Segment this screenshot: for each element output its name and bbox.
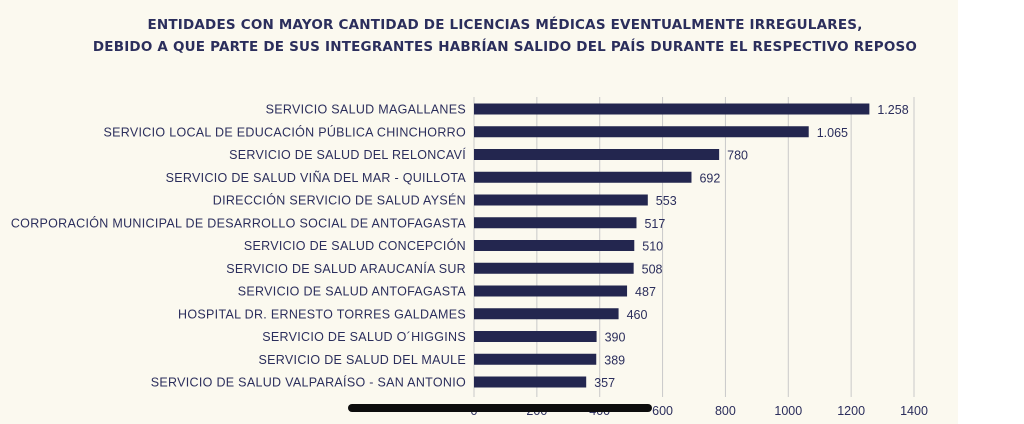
x-tick-label: 1200 — [837, 404, 865, 418]
category-label: SERVICIO SALUD MAGALLANES — [266, 103, 466, 117]
bar — [474, 262, 634, 274]
grid-lines — [473, 97, 915, 397]
value-label: 389 — [604, 353, 625, 367]
value-label: 357 — [594, 376, 615, 390]
category-label: SERVICIO DE SALUD DEL MAULE — [259, 353, 466, 367]
category-label: SERVICIO DE SALUD O´HIGGINS — [262, 330, 466, 344]
bar — [474, 353, 597, 365]
page-margin — [960, 0, 1024, 424]
bar — [474, 171, 692, 183]
bar-chart: SERVICIO SALUD MAGALLANES SERVICIO LOCAL … — [11, 97, 928, 418]
value-label: 510 — [642, 240, 663, 254]
category-label: DIRECCIÓN SERVICIO DE SALUD AYSÉN — [213, 193, 466, 208]
value-label: 460 — [627, 308, 648, 322]
value-label: 553 — [656, 194, 677, 208]
scroll-indicator[interactable] — [348, 404, 652, 412]
page-edge — [958, 0, 960, 424]
bar — [474, 103, 870, 115]
value-label: 1.065 — [817, 126, 848, 140]
category-labels: SERVICIO SALUD MAGALLANES SERVICIO LOCAL … — [11, 103, 467, 390]
category-label: SERVICIO LOCAL DE EDUCACIÓN PÚBLICA CHIN… — [104, 124, 466, 139]
bar — [474, 376, 587, 388]
category-label: SERVICIO DE SALUD CONCEPCIÓN — [244, 238, 466, 253]
bar — [474, 149, 720, 160]
bar — [474, 331, 597, 342]
value-label: 508 — [642, 262, 663, 276]
chart-title-line-1: ENTIDADES CON MAYOR CANTIDAD DE LICENCIA… — [147, 17, 863, 33]
bar — [474, 240, 635, 251]
category-label: SERVICIO DE SALUD ARAUCANÍA SUR — [226, 261, 466, 276]
bars — [474, 103, 870, 388]
x-tick-label: 1400 — [900, 404, 928, 418]
bar — [474, 126, 809, 138]
x-tick-label: 600 — [652, 404, 673, 418]
chart-title: ENTIDADES CON MAYOR CANTIDAD DE LICENCIA… — [0, 14, 1010, 58]
category-label: SERVICIO DE SALUD DEL RELONCAVÍ — [229, 147, 466, 162]
category-label: SERVICIO DE SALUD ANTOFAGASTA — [238, 285, 467, 299]
x-tick-label: 800 — [715, 404, 736, 418]
bar — [474, 194, 648, 206]
x-tick-label: 1000 — [774, 404, 802, 418]
category-label: SERVICIO DE SALUD VIÑA DEL MAR - QUILLOT… — [166, 171, 467, 185]
category-label: HOSPITAL DR. ERNESTO TORRES GALDAMES — [178, 307, 466, 321]
bar — [474, 285, 628, 297]
bar — [474, 217, 637, 229]
category-label: SERVICIO DE SALUD VALPARAÍSO - SAN ANTON… — [151, 375, 466, 390]
value-label: 1.258 — [877, 103, 908, 117]
value-label: 390 — [605, 331, 626, 345]
value-label: 692 — [699, 171, 720, 185]
chart-title-line-2: DEBIDO A QUE PARTE DE SUS INTEGRANTES HA… — [92, 39, 918, 55]
category-label: CORPORACIÓN MUNICIPAL DE DESARROLLO SOCI… — [11, 215, 467, 230]
value-label: 517 — [644, 217, 665, 231]
bar — [474, 308, 619, 320]
value-label: 487 — [635, 285, 656, 299]
value-label: 780 — [727, 149, 748, 163]
